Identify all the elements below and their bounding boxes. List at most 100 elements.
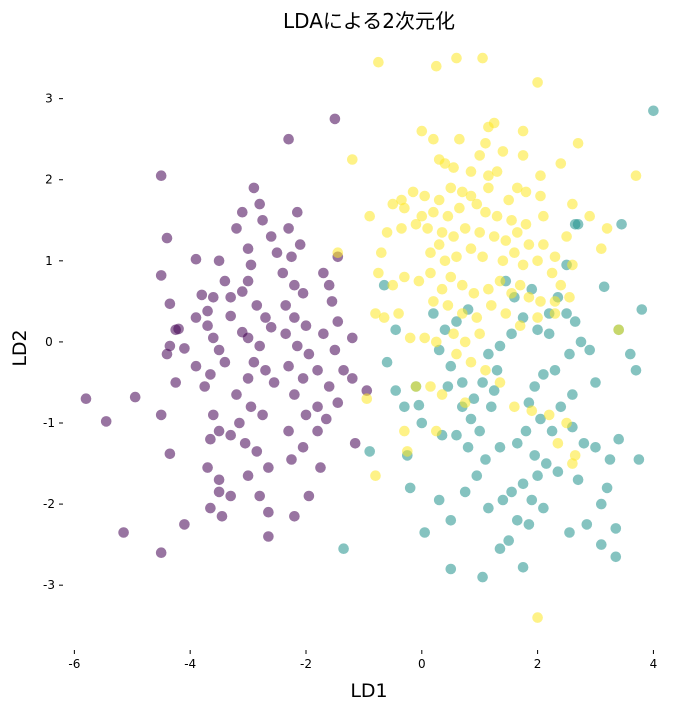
data-point <box>564 348 575 360</box>
data-point <box>231 389 242 400</box>
data-point <box>462 442 474 453</box>
data-point <box>439 255 451 267</box>
data-point <box>483 182 494 194</box>
data-point <box>245 401 257 413</box>
data-point <box>431 60 442 72</box>
data-point <box>503 194 514 206</box>
data-point <box>349 438 361 449</box>
data-point <box>512 438 523 449</box>
data-point <box>292 340 303 352</box>
data-point <box>370 470 381 482</box>
data-point <box>633 454 645 465</box>
data-point <box>323 381 335 392</box>
data-point <box>422 223 433 234</box>
data-point <box>332 397 344 409</box>
data-point <box>523 239 535 250</box>
data-point <box>454 133 465 145</box>
data-point <box>373 56 384 68</box>
data-point <box>535 170 546 181</box>
data-point <box>303 490 315 502</box>
data-point <box>555 279 567 291</box>
data-point <box>271 247 283 258</box>
data-point <box>428 133 439 145</box>
data-point <box>155 270 167 281</box>
data-point <box>474 150 486 161</box>
data-point <box>549 251 561 263</box>
data-point <box>526 405 538 417</box>
data-point <box>399 401 410 413</box>
data-point <box>506 215 517 226</box>
data-point <box>283 425 294 437</box>
data-point <box>416 210 428 222</box>
data-point <box>471 470 483 482</box>
data-point <box>263 531 274 542</box>
data-point <box>361 393 373 405</box>
data-point <box>567 259 578 271</box>
data-point <box>242 275 254 287</box>
data-point <box>225 429 236 441</box>
data-point <box>517 312 529 323</box>
data-point <box>208 292 219 303</box>
data-point <box>402 446 413 457</box>
series-2 <box>332 52 642 623</box>
data-point <box>196 289 208 301</box>
data-point <box>265 322 277 333</box>
axis-ticks: -6 -4 -2 0 2 4 -3 -2 -1 0 1 2 3 <box>43 92 657 671</box>
data-point <box>378 279 390 291</box>
data-point <box>347 373 358 384</box>
data-point <box>483 283 494 295</box>
data-point <box>616 219 627 230</box>
data-point <box>465 243 477 254</box>
data-point <box>520 425 532 437</box>
data-point <box>555 158 567 169</box>
data-point <box>431 336 442 348</box>
data-point <box>413 399 425 411</box>
data-point <box>477 377 488 388</box>
data-point <box>433 494 445 506</box>
data-point <box>465 356 477 368</box>
data-point <box>396 194 407 206</box>
data-point <box>445 563 457 575</box>
data-point <box>292 206 303 218</box>
data-point <box>512 227 523 238</box>
data-point <box>289 312 300 323</box>
data-point <box>564 527 575 538</box>
data-point <box>567 389 578 400</box>
data-point <box>648 105 659 117</box>
data-point <box>532 470 543 482</box>
data-point <box>242 332 254 344</box>
data-point <box>459 336 471 348</box>
y-tick-label: -1 <box>43 416 55 430</box>
data-point <box>572 474 584 486</box>
data-point <box>538 210 549 222</box>
data-point <box>532 312 543 323</box>
data-point <box>164 340 176 352</box>
data-point <box>459 486 471 498</box>
data-point <box>517 125 529 137</box>
data-point <box>428 296 439 307</box>
data-point <box>468 393 480 405</box>
data-point <box>477 52 488 64</box>
data-point <box>431 425 442 437</box>
y-tick-label: 0 <box>45 335 53 349</box>
data-point <box>251 300 263 311</box>
data-point <box>445 360 457 372</box>
data-point <box>332 316 344 327</box>
data-point <box>237 286 248 297</box>
data-point <box>598 281 610 293</box>
data-point <box>202 305 213 317</box>
data-point <box>457 279 468 291</box>
data-point <box>419 332 431 344</box>
data-point <box>428 308 439 319</box>
data-point <box>297 288 309 299</box>
data-point <box>347 154 358 165</box>
data-point <box>364 446 376 457</box>
data-point <box>552 466 564 478</box>
chart-title: LDAによる2次元化 <box>283 9 455 33</box>
data-point <box>520 186 532 198</box>
data-point <box>286 251 297 263</box>
data-point <box>526 283 538 295</box>
data-point <box>332 247 344 258</box>
data-point <box>506 486 517 498</box>
data-point <box>260 312 271 323</box>
